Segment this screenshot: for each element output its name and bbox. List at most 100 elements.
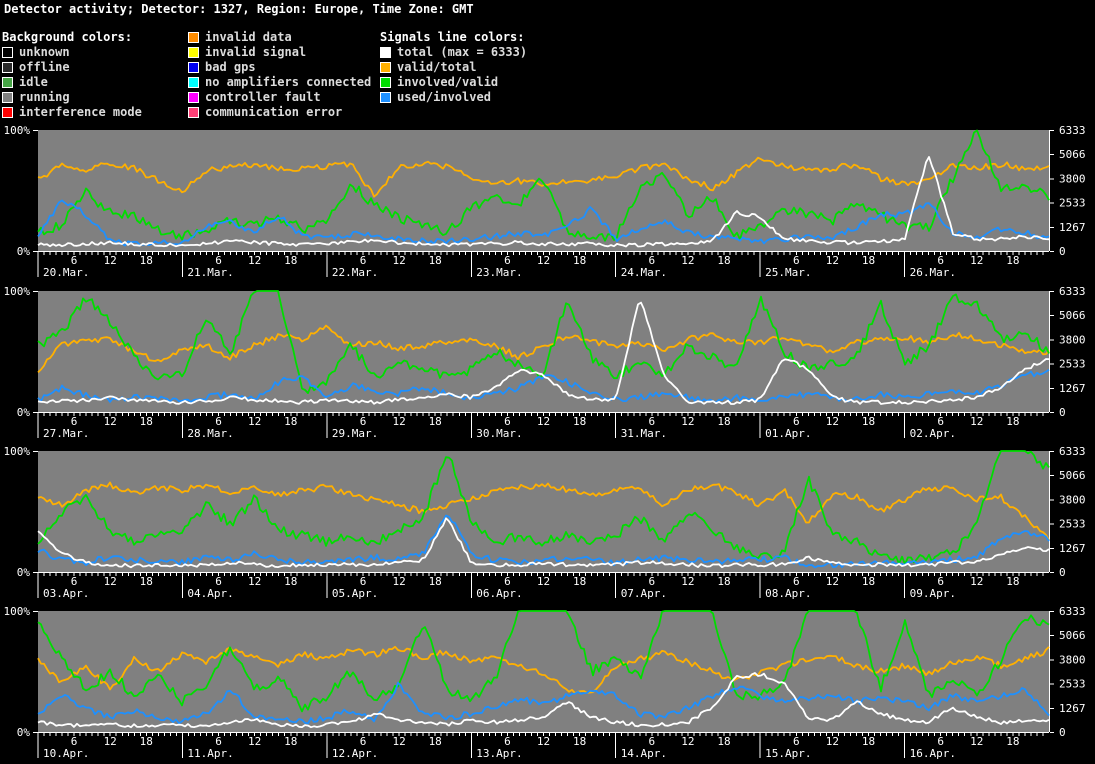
signal-line-valid-total [37,645,1050,695]
legend-item-label: running [19,90,70,104]
hour-label: 12 [248,735,261,748]
day-boundary-lines [37,251,906,277]
hour-label: 6 [937,575,944,588]
y-left-top-label: 100% [4,124,31,137]
hour-ticks [38,412,1049,416]
date-label: 11.Apr. [187,747,233,760]
y-right-label: 2533 [1059,358,1086,371]
legend-item-invalid-data: invalid data [188,30,371,45]
legend-item-communication-error: communication error [188,105,371,120]
hour-label: 6 [504,575,511,588]
signal-line-total [37,517,1050,569]
hour-label: 12 [826,254,839,267]
y-axis-right: 6333 5066 3800 2533 1267 0 [1049,285,1086,419]
y-axis-left: 100% 0% [4,605,38,739]
signal-line-used-involved [37,368,1050,404]
unknown-swatch-icon [2,47,13,58]
plot-area [38,291,1049,412]
legend-item-invalid-signal: invalid signal [188,45,371,60]
hour-label: 6 [360,575,367,588]
legend-item-label: no amplifiers connected [205,75,372,89]
hour-label: 6 [937,254,944,267]
hour-label: 12 [537,575,550,588]
hour-label: 18 [429,735,442,748]
y-right-label: 3800 [1059,172,1086,185]
legend-item-involved-valid: involved/valid [380,75,527,90]
date-label: 06.Apr. [476,587,522,600]
date-label: 29.Mar. [332,427,378,440]
legend-item-label: involved/valid [397,75,499,89]
y-right-label: 2533 [1059,518,1086,531]
idle-swatch-icon [2,77,13,88]
invalid-data-swatch-icon [188,32,199,43]
y-right-label: 0 [1059,406,1066,419]
y-axis-left: 100% 0% [4,285,38,419]
hour-label: 6 [215,735,222,748]
hour-label: 12 [970,575,983,588]
hour-label: 18 [1006,735,1019,748]
y-axis-right: 6333 5066 3800 2533 1267 0 [1049,445,1086,579]
date-label: 25.Mar. [765,266,811,279]
hour-label: 18 [429,254,442,267]
date-label: 16.Apr. [910,747,956,760]
date-label: 02.Apr. [910,427,956,440]
hour-label: 12 [681,735,694,748]
legend-item-label: valid/total [397,60,477,74]
hour-label: 12 [970,254,983,267]
hour-label: 6 [793,415,800,428]
hour-label: 12 [826,415,839,428]
y-right-label: 6333 [1059,285,1086,298]
legend-item-interference-mode: interference mode [2,105,142,120]
y-axis-right: 6333 5066 3800 2533 1267 0 [1049,605,1086,739]
left-ticks [33,291,38,413]
bad-gps-swatch-icon [188,62,199,73]
legend-item-running: running [2,90,142,105]
legend-item-used-involved: used/involved [380,90,527,105]
y-right-label: 2533 [1059,678,1086,691]
date-label: 28.Mar. [187,427,233,440]
involved-valid-swatch-icon [380,77,391,88]
y-left-top-label: 100% [4,605,31,618]
hour-label: 12 [104,575,117,588]
hour-label: 18 [429,415,442,428]
legend-item-label: total (max = 6333) [397,45,528,59]
date-label: 15.Apr. [765,747,811,760]
hour-label: 6 [215,575,222,588]
hour-label: 12 [392,575,405,588]
hour-label: 18 [573,575,586,588]
hour-label: 18 [284,575,297,588]
hour-label: 12 [826,575,839,588]
hour-label: 18 [862,735,875,748]
signal-line-involved-valid [37,290,1050,394]
hour-label: 6 [215,415,222,428]
communication-error-swatch-icon [188,107,199,118]
hour-label: 18 [140,254,153,267]
hour-label: 6 [71,735,78,748]
date-label: 03.Apr. [43,587,89,600]
legend-status-colors: invalid data invalid signal bad gps no ampl… [188,30,371,120]
date-label: 30.Mar. [476,427,522,440]
running-swatch-icon [2,92,13,103]
hour-label: 6 [937,415,944,428]
right-axis-line [1049,130,1054,252]
y-right-label: 3800 [1059,653,1086,666]
y-left-bottom-label: 0% [17,726,31,739]
hour-label: 18 [429,575,442,588]
y-right-label: 6333 [1059,445,1086,458]
y-right-label: 0 [1059,726,1066,739]
y-left-top-label: 100% [4,445,31,458]
hour-label: 12 [104,415,117,428]
y-right-label: 6333 [1059,124,1086,137]
y-right-label: 0 [1059,566,1066,579]
y-left-bottom-label: 0% [17,245,31,258]
date-label: 10.Apr. [43,747,89,760]
hour-label: 6 [504,735,511,748]
hour-label: 12 [248,575,261,588]
hour-label: 6 [71,575,78,588]
signal-line-total [37,156,1050,248]
hour-label: 12 [681,415,694,428]
